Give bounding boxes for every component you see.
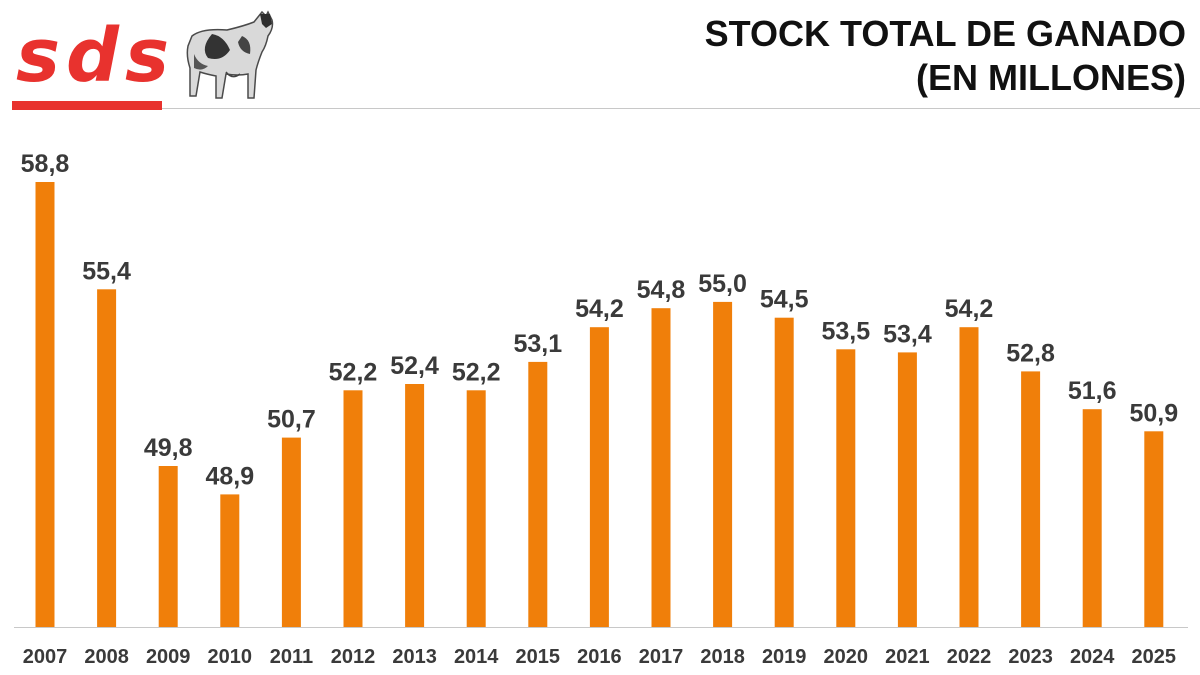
header-divider — [162, 108, 1200, 109]
x-tick-label-2018: 2018 — [700, 646, 745, 668]
bar-2024 — [1082, 409, 1102, 627]
x-tick-label-2013: 2013 — [392, 646, 437, 668]
bar-2013 — [405, 384, 425, 627]
x-tick-label-2019: 2019 — [762, 646, 807, 668]
data-label-2016: 54,2 — [575, 295, 624, 323]
sds-logo: sds — [16, 13, 176, 99]
data-label-2021: 53,4 — [883, 320, 932, 348]
data-label-2010: 48,9 — [205, 462, 254, 490]
x-tick-label-2010: 2010 — [208, 646, 253, 668]
bar-2016 — [589, 327, 609, 627]
cow-illustration — [186, 10, 274, 99]
data-label-2008: 55,4 — [82, 257, 131, 285]
bar-2023 — [1021, 371, 1041, 627]
x-tick-label-2015: 2015 — [516, 646, 561, 668]
data-label-2024: 51,6 — [1068, 377, 1117, 405]
x-tick-label-2016: 2016 — [577, 646, 622, 668]
data-label-2022: 54,2 — [945, 295, 994, 323]
data-label-2017: 54,8 — [637, 276, 686, 304]
chart-title-line-2: (EN MILLONES) — [916, 57, 1186, 98]
data-label-2015: 53,1 — [513, 330, 562, 358]
data-label-2009: 49,8 — [144, 434, 193, 462]
bar-2008 — [97, 289, 117, 627]
bar-2014 — [466, 390, 486, 627]
logo-underline — [12, 101, 162, 110]
bar-2022 — [959, 327, 979, 627]
bar-2009 — [158, 466, 178, 627]
x-tick-label-2021: 2021 — [885, 646, 930, 668]
x-tick-label-2008: 2008 — [84, 646, 129, 668]
bar-2019 — [774, 317, 794, 627]
x-tick-label-2025: 2025 — [1132, 646, 1177, 668]
x-tick-label-2014: 2014 — [454, 646, 499, 668]
x-tick-label-2017: 2017 — [639, 646, 684, 668]
data-label-2023: 52,8 — [1006, 339, 1055, 367]
bar-2017 — [651, 308, 671, 627]
x-tick-label-2007: 2007 — [23, 646, 68, 668]
bar-2025 — [1144, 431, 1164, 627]
bar-2007 — [35, 182, 55, 627]
x-tick-label-2022: 2022 — [947, 646, 992, 668]
data-label-2011: 50,7 — [267, 406, 316, 434]
chart-title: STOCK TOTAL DE GANADO (EN MILLONES) — [705, 12, 1186, 100]
x-tick-label-2020: 2020 — [824, 646, 869, 668]
data-label-2019: 54,5 — [760, 286, 809, 314]
x-tick-label-2009: 2009 — [146, 646, 191, 668]
data-label-2020: 53,5 — [821, 317, 870, 345]
bar-2012 — [343, 390, 363, 627]
bar-2015 — [528, 361, 548, 627]
data-label-2007: 58,8 — [21, 150, 70, 178]
bar-2018 — [713, 301, 733, 627]
bar-2010 — [220, 494, 240, 627]
bar-2011 — [281, 437, 301, 627]
bar-2020 — [836, 349, 856, 627]
x-tick-label-2011: 2011 — [270, 646, 313, 668]
x-tick-label-2023: 2023 — [1008, 646, 1053, 668]
x-tick-label-2012: 2012 — [331, 646, 376, 668]
x-tick-label-2024: 2024 — [1070, 646, 1115, 668]
data-label-2025: 50,9 — [1129, 399, 1178, 427]
data-label-2013: 52,4 — [390, 352, 439, 380]
data-label-2012: 52,2 — [329, 358, 378, 386]
data-label-2018: 55,0 — [698, 270, 747, 298]
data-label-2014: 52,2 — [452, 358, 501, 386]
bar-2021 — [897, 352, 917, 627]
chart-title-line-1: STOCK TOTAL DE GANADO — [704, 13, 1186, 54]
